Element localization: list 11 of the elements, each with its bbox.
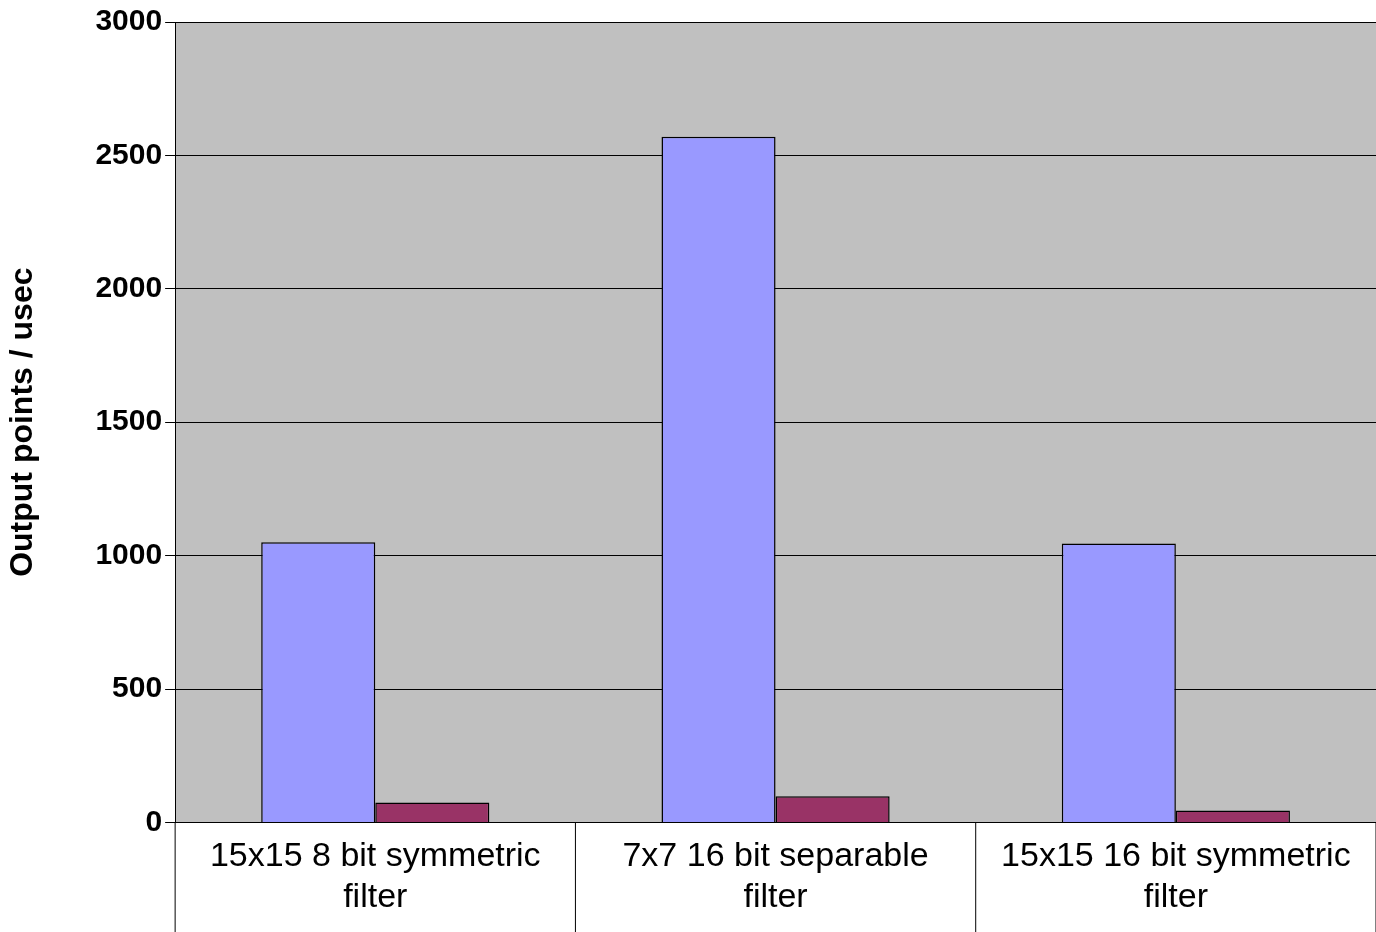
y-tick-label: 0 xyxy=(145,803,163,837)
y-axis-title: Output points / usec xyxy=(3,267,40,577)
x-tick-label: 7x7 16 bit separable filter xyxy=(622,835,929,914)
x-tick-label: 15x15 16 bit symmetric filter xyxy=(1001,835,1351,914)
y-tick-label: 2000 xyxy=(95,270,163,304)
y-tick-label: 500 xyxy=(112,670,163,704)
x-tick-label: 15x15 8 bit symmetric filter xyxy=(209,835,541,914)
y-tick-label: 2500 xyxy=(95,136,163,170)
y-tick-label: 1500 xyxy=(95,403,163,437)
y-tick-label: 1000 xyxy=(95,536,163,570)
y-tick-label: 3000 xyxy=(95,3,163,37)
